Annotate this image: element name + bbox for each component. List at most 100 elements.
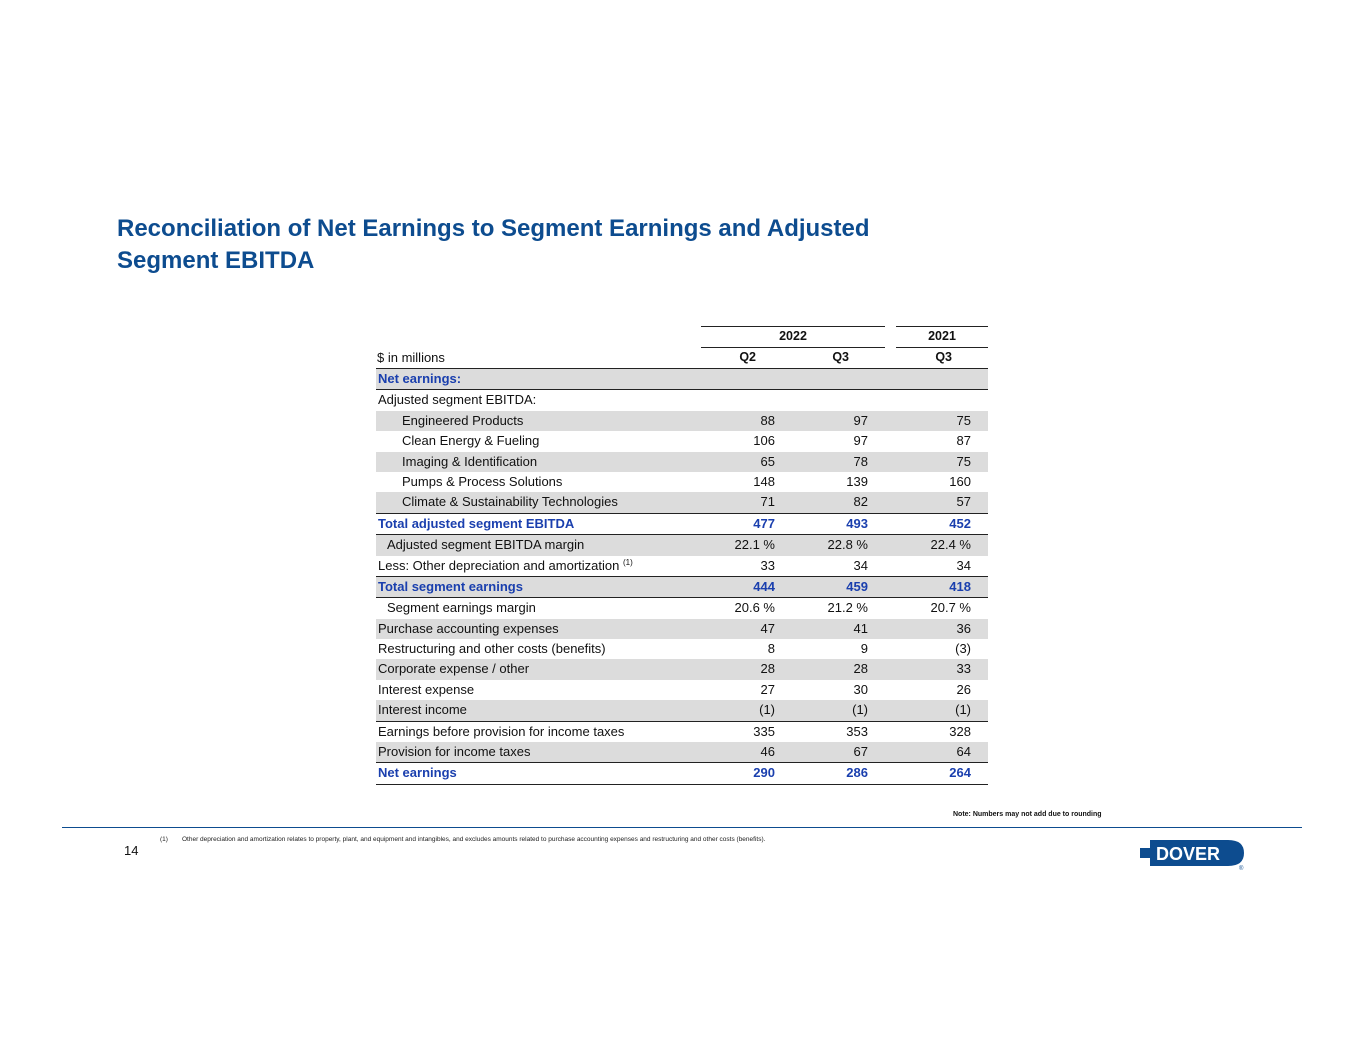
- value-2022-q3: 286: [846, 765, 868, 781]
- value-2021-q3: 33: [956, 661, 971, 677]
- value-2022-q2: 444: [753, 578, 775, 594]
- row-label-text: Interest income: [378, 702, 467, 718]
- footnote-mark: (1): [160, 836, 168, 843]
- table-row: Climate & Sustainability Technologies 71 8…: [376, 492, 988, 514]
- dover-logo: DOVER ®: [1140, 840, 1244, 871]
- row-label: Segment earnings margin: [387, 598, 536, 618]
- value-2022-q3: 28: [853, 661, 868, 677]
- value-2022-q2: 71: [760, 494, 775, 510]
- value-2021-q3: (1): [955, 702, 971, 718]
- table-row: Interest expense 27 30 26: [376, 680, 988, 700]
- value-2021-q3: 75: [956, 453, 971, 469]
- year-2021-header: 2021: [896, 326, 988, 346]
- footnote: (1) Other depreciation and amortization r…: [160, 836, 765, 843]
- table-row: Segment earnings margin 20.6 % 21.2 % 20.7 …: [376, 598, 988, 618]
- table-row: Total adjusted segment EBITDA 477 493 452: [376, 514, 988, 536]
- title-line-1: Reconciliation of Net Earnings to Segmen…: [117, 215, 870, 242]
- value-2021-q3: 87: [956, 433, 971, 449]
- row-label-text: Climate & Sustainability Technologies: [402, 494, 618, 510]
- row-label-text: Net earnings:: [378, 371, 462, 386]
- page-title: Reconciliation of Net Earnings to Segmen…: [117, 213, 1017, 277]
- value-2022-q3: 493: [846, 515, 868, 531]
- footer-rule: [62, 827, 1302, 828]
- value-2022-q2: 65: [760, 453, 775, 469]
- col-2021-q3: Q3: [935, 350, 952, 364]
- row-label-text: Adjusted segment EBITDA:: [378, 392, 537, 408]
- row-label-text: Corporate expense / other: [378, 661, 530, 677]
- value-2022-q2: 88: [760, 412, 775, 428]
- value-2022-q2: 22.1 %: [734, 537, 775, 553]
- value-2022-q3: 30: [853, 681, 868, 697]
- value-2021-q3: 75: [956, 412, 971, 428]
- row-label: Imaging & Identification: [402, 452, 537, 472]
- value-2022-q3: 97: [853, 433, 868, 449]
- value-2022-q2: 477: [753, 515, 775, 531]
- value-2021-q3: 418: [949, 578, 971, 594]
- table-row: Net earnings 290 286 264: [376, 763, 988, 785]
- table-row: Earnings before provision for income tax…: [376, 722, 988, 742]
- value-2021-q3: 64: [956, 744, 971, 760]
- reconciliation-table: 2022 2021 $ in millions Q2 Q3 Q3 Net ear…: [376, 323, 988, 785]
- value-2022-q2: 46: [760, 744, 775, 760]
- table-row: Restructuring and other costs (benefits)…: [376, 639, 988, 659]
- table-body: Net earnings: Adjusted segment EBITDA: Eng…: [376, 369, 988, 785]
- table-row: Clean Energy & Fueling 106 97 87: [376, 431, 988, 451]
- table-row: Less: Other depreciation and amortizatio…: [376, 556, 988, 577]
- row-label-text: Earnings before provision for income tax…: [378, 723, 625, 739]
- row-label: Net earnings: [378, 763, 457, 783]
- value-2021-q3: 34: [956, 557, 971, 573]
- value-2022-q3: 41: [853, 620, 868, 636]
- footnote-text: Other depreciation and amortization rela…: [182, 836, 766, 843]
- row-label: Net earnings:: [378, 369, 461, 389]
- value-2022-q3: 97: [853, 412, 868, 428]
- value-2022-q3: 459: [846, 578, 868, 594]
- row-label-text: Segment earnings margin: [387, 600, 536, 616]
- year-header: 2022 2021: [376, 323, 988, 347]
- value-2022-q2: 28: [760, 661, 775, 677]
- row-label-text: Net earnings: [378, 765, 457, 781]
- row-label-text: Total adjusted segment EBITDA: [378, 515, 575, 531]
- row-label-text: Total segment earnings: [378, 578, 523, 594]
- value-2022-q3: 78: [853, 453, 868, 469]
- value-2021-q3: (3): [955, 641, 971, 657]
- row-label: Restructuring and other costs (benefits): [378, 639, 606, 659]
- value-2022-q2: 33: [760, 557, 775, 573]
- row-label-text: Engineered Products: [402, 412, 524, 428]
- units-label: $ in millions: [377, 350, 445, 365]
- row-label: Adjusted segment EBITDA:: [378, 390, 536, 410]
- value-2022-q2: 106: [753, 433, 775, 449]
- value-2022-q2: (1): [759, 702, 775, 718]
- column-header: $ in millions Q2 Q3 Q3: [376, 347, 988, 368]
- value-2021-q3: 160: [949, 473, 971, 489]
- year-2022-header: 2022: [701, 326, 885, 346]
- table-row: Interest income (1) (1) (1): [376, 700, 988, 722]
- row-label-text: Less: Other depreciation and amortizatio…: [378, 557, 620, 573]
- value-2022-q2: 27: [760, 681, 775, 697]
- value-2021-q3: 452: [949, 515, 971, 531]
- value-2021-q3: 26: [956, 681, 971, 697]
- row-label: Corporate expense / other: [378, 659, 529, 679]
- footnote-ref: (1): [622, 557, 633, 567]
- row-label: Interest income: [378, 700, 467, 720]
- table-row: Adjusted segment EBITDA:: [376, 389, 988, 410]
- row-label-text: Clean Energy & Fueling: [402, 433, 540, 449]
- value-2021-q3: 57: [956, 494, 971, 510]
- value-2022-q2: 47: [760, 620, 775, 636]
- table-row: Engineered Products 88 97 75: [376, 410, 988, 432]
- row-label: Provision for income taxes: [378, 742, 530, 762]
- row-label: Climate & Sustainability Technologies: [402, 492, 618, 512]
- row-label: Purchase accounting expenses: [378, 619, 559, 639]
- row-label-text: Restructuring and other costs (benefits): [378, 641, 606, 657]
- logo-text: DOVER: [1156, 844, 1220, 864]
- row-label-text: Adjusted segment EBITDA margin: [387, 537, 585, 553]
- value-2022-q2: 148: [753, 473, 775, 489]
- table-row: Total segment earnings 444 459 418: [376, 576, 988, 599]
- value-2022-q3: (1): [852, 702, 868, 718]
- col-2022-q3: Q3: [832, 350, 849, 364]
- rounding-note: Note: Numbers may not add due to roundin…: [953, 811, 1102, 818]
- value-2021-q3: 264: [949, 765, 971, 781]
- value-2021-q3: 36: [956, 620, 971, 636]
- value-2022-q3: 67: [853, 744, 868, 760]
- table-row: Purchase accounting expenses 47 41 36: [376, 618, 988, 640]
- row-label: Clean Energy & Fueling: [402, 431, 539, 451]
